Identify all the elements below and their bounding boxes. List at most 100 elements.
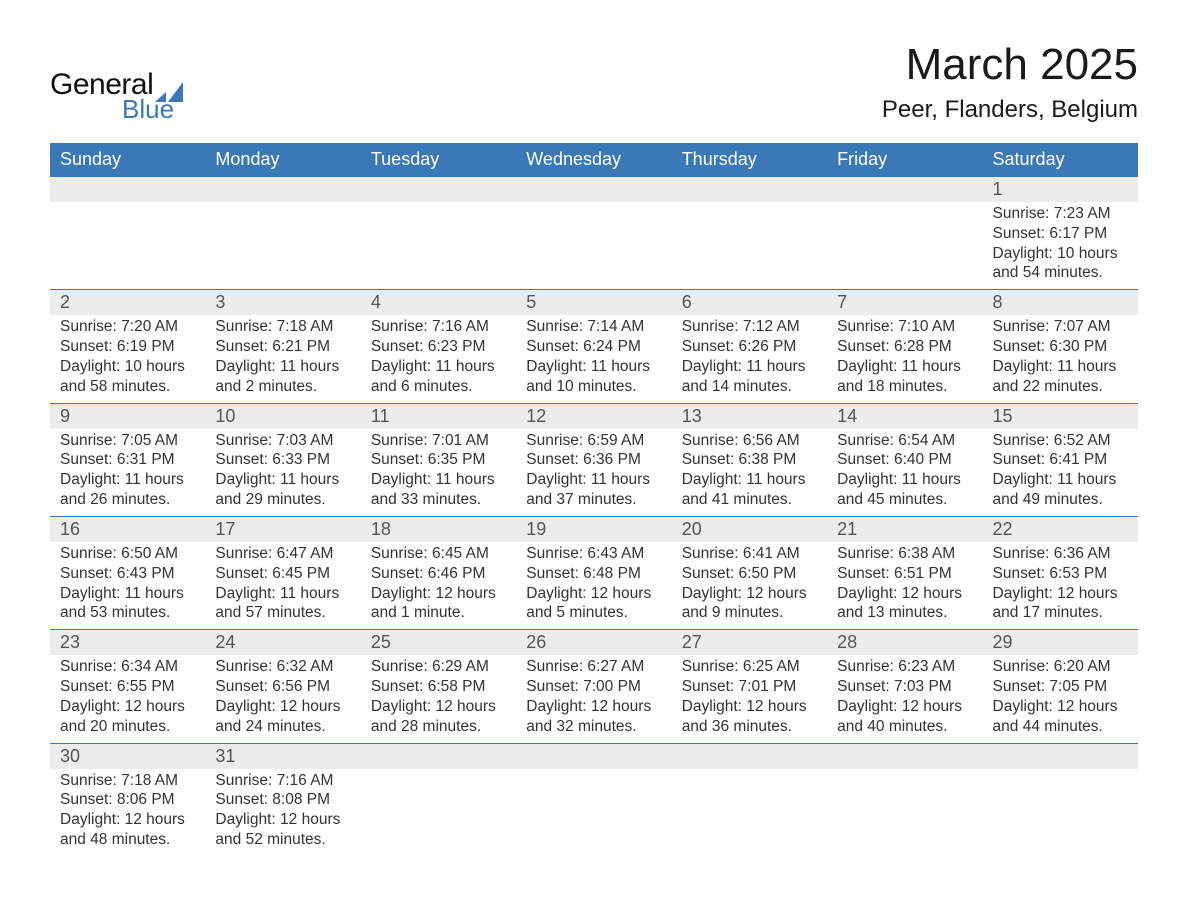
day-details-cell: Sunrise: 6:56 AMSunset: 6:38 PMDaylight:… bbox=[672, 429, 827, 517]
day-sunrise: Sunrise: 6:27 AM bbox=[526, 657, 661, 677]
day-sunrise: Sunrise: 6:43 AM bbox=[526, 544, 661, 564]
day-number-cell: 13 bbox=[672, 403, 827, 429]
day-sunset: Sunset: 6:41 PM bbox=[993, 450, 1128, 470]
day-number-cell bbox=[361, 743, 516, 769]
day-number-cell: 19 bbox=[516, 516, 671, 542]
day-dl2: and 20 minutes. bbox=[60, 717, 195, 737]
day-details-cell: Sunrise: 6:25 AMSunset: 7:01 PMDaylight:… bbox=[672, 655, 827, 743]
day-details-cell bbox=[50, 202, 205, 290]
day-number-cell: 29 bbox=[983, 630, 1138, 656]
day-sunrise: Sunrise: 7:07 AM bbox=[993, 317, 1128, 337]
day-details-cell: Sunrise: 6:20 AMSunset: 7:05 PMDaylight:… bbox=[983, 655, 1138, 743]
day-number-cell: 6 bbox=[672, 290, 827, 316]
day-details-cell: Sunrise: 7:16 AMSunset: 8:08 PMDaylight:… bbox=[205, 769, 360, 856]
day-dl2: and 53 minutes. bbox=[60, 603, 195, 623]
day-dl2: and 13 minutes. bbox=[837, 603, 972, 623]
day-dl2: and 18 minutes. bbox=[837, 377, 972, 397]
day-sunrise: Sunrise: 6:29 AM bbox=[371, 657, 506, 677]
day-number: 12 bbox=[516, 404, 671, 429]
day-sunset: Sunset: 6:40 PM bbox=[837, 450, 972, 470]
day-details-cell: Sunrise: 7:23 AMSunset: 6:17 PMDaylight:… bbox=[983, 202, 1138, 290]
week-daynum-row: 23242526272829 bbox=[50, 630, 1138, 656]
day-number: 7 bbox=[827, 290, 982, 315]
week-daynum-row: 1 bbox=[50, 177, 1138, 203]
week-details-row: Sunrise: 6:50 AMSunset: 6:43 PMDaylight:… bbox=[50, 542, 1138, 630]
day-details-cell: Sunrise: 6:29 AMSunset: 6:58 PMDaylight:… bbox=[361, 655, 516, 743]
day-number: 19 bbox=[516, 517, 671, 542]
day-details-cell: Sunrise: 6:52 AMSunset: 6:41 PMDaylight:… bbox=[983, 429, 1138, 517]
day-dl1: Daylight: 12 hours bbox=[993, 584, 1128, 604]
day-sunrise: Sunrise: 6:47 AM bbox=[215, 544, 350, 564]
day-sunset: Sunset: 6:35 PM bbox=[371, 450, 506, 470]
day-details-cell: Sunrise: 6:45 AMSunset: 6:46 PMDaylight:… bbox=[361, 542, 516, 630]
day-number-cell: 31 bbox=[205, 743, 360, 769]
day-sunrise: Sunrise: 7:16 AM bbox=[371, 317, 506, 337]
day-sunset: Sunset: 6:23 PM bbox=[371, 337, 506, 357]
day-dl2: and 28 minutes. bbox=[371, 717, 506, 737]
day-dl1: Daylight: 10 hours bbox=[993, 244, 1128, 264]
day-sunrise: Sunrise: 7:12 AM bbox=[682, 317, 817, 337]
day-sunrise: Sunrise: 7:05 AM bbox=[60, 431, 195, 451]
day-dl1: Daylight: 12 hours bbox=[215, 697, 350, 717]
day-sunrise: Sunrise: 6:25 AM bbox=[682, 657, 817, 677]
day-details-cell bbox=[361, 769, 516, 856]
day-sunrise: Sunrise: 6:23 AM bbox=[837, 657, 972, 677]
day-details-cell: Sunrise: 7:16 AMSunset: 6:23 PMDaylight:… bbox=[361, 315, 516, 403]
day-header-row: Sunday Monday Tuesday Wednesday Thursday… bbox=[50, 143, 1138, 177]
day-number-cell bbox=[516, 743, 671, 769]
day-dl1: Daylight: 12 hours bbox=[526, 584, 661, 604]
day-number bbox=[672, 177, 827, 201]
day-sunrise: Sunrise: 6:52 AM bbox=[993, 431, 1128, 451]
day-dl1: Daylight: 12 hours bbox=[993, 697, 1128, 717]
day-number: 30 bbox=[50, 744, 205, 769]
day-number-cell bbox=[827, 177, 982, 203]
location-subtitle: Peer, Flanders, Belgium bbox=[882, 96, 1138, 124]
day-sunset: Sunset: 6:31 PM bbox=[60, 450, 195, 470]
day-details-cell: Sunrise: 7:07 AMSunset: 6:30 PMDaylight:… bbox=[983, 315, 1138, 403]
day-number-cell: 5 bbox=[516, 290, 671, 316]
day-dl1: Daylight: 12 hours bbox=[371, 584, 506, 604]
day-sunset: Sunset: 6:55 PM bbox=[60, 677, 195, 697]
day-header: Monday bbox=[205, 143, 360, 177]
day-sunset: Sunset: 6:48 PM bbox=[526, 564, 661, 584]
day-number bbox=[50, 177, 205, 201]
day-dl1: Daylight: 12 hours bbox=[526, 697, 661, 717]
day-sunset: Sunset: 6:58 PM bbox=[371, 677, 506, 697]
calendar-table: Sunday Monday Tuesday Wednesday Thursday… bbox=[50, 143, 1138, 856]
day-header: Thursday bbox=[672, 143, 827, 177]
day-number bbox=[516, 744, 671, 768]
day-details-cell: Sunrise: 6:41 AMSunset: 6:50 PMDaylight:… bbox=[672, 542, 827, 630]
day-sunrise: Sunrise: 6:34 AM bbox=[60, 657, 195, 677]
day-dl1: Daylight: 11 hours bbox=[682, 357, 817, 377]
day-header: Wednesday bbox=[516, 143, 671, 177]
day-sunset: Sunset: 6:43 PM bbox=[60, 564, 195, 584]
day-dl1: Daylight: 12 hours bbox=[60, 810, 195, 830]
day-number-cell: 14 bbox=[827, 403, 982, 429]
day-number: 10 bbox=[205, 404, 360, 429]
week-daynum-row: 16171819202122 bbox=[50, 516, 1138, 542]
page-header: General Blue March 2025 Peer, Flanders, … bbox=[50, 40, 1138, 125]
day-details-cell bbox=[361, 202, 516, 290]
day-number bbox=[983, 744, 1138, 768]
day-dl1: Daylight: 12 hours bbox=[837, 584, 972, 604]
day-sunset: Sunset: 6:30 PM bbox=[993, 337, 1128, 357]
day-sunset: Sunset: 6:51 PM bbox=[837, 564, 972, 584]
day-dl1: Daylight: 11 hours bbox=[526, 470, 661, 490]
day-details-cell: Sunrise: 6:59 AMSunset: 6:36 PMDaylight:… bbox=[516, 429, 671, 517]
day-number-cell: 23 bbox=[50, 630, 205, 656]
day-details-cell: Sunrise: 7:03 AMSunset: 6:33 PMDaylight:… bbox=[205, 429, 360, 517]
brand-logo-top: General bbox=[50, 68, 183, 102]
day-dl1: Daylight: 12 hours bbox=[837, 697, 972, 717]
day-dl1: Daylight: 11 hours bbox=[371, 357, 506, 377]
day-number bbox=[672, 744, 827, 768]
week-details-row: Sunrise: 7:23 AMSunset: 6:17 PMDaylight:… bbox=[50, 202, 1138, 290]
day-sunset: Sunset: 6:24 PM bbox=[526, 337, 661, 357]
day-sunrise: Sunrise: 7:01 AM bbox=[371, 431, 506, 451]
day-details-cell: Sunrise: 6:23 AMSunset: 7:03 PMDaylight:… bbox=[827, 655, 982, 743]
day-dl1: Daylight: 11 hours bbox=[837, 470, 972, 490]
day-dl2: and 49 minutes. bbox=[993, 490, 1128, 510]
day-sunset: Sunset: 6:56 PM bbox=[215, 677, 350, 697]
day-dl2: and 44 minutes. bbox=[993, 717, 1128, 737]
day-number-cell: 26 bbox=[516, 630, 671, 656]
day-number-cell bbox=[827, 743, 982, 769]
